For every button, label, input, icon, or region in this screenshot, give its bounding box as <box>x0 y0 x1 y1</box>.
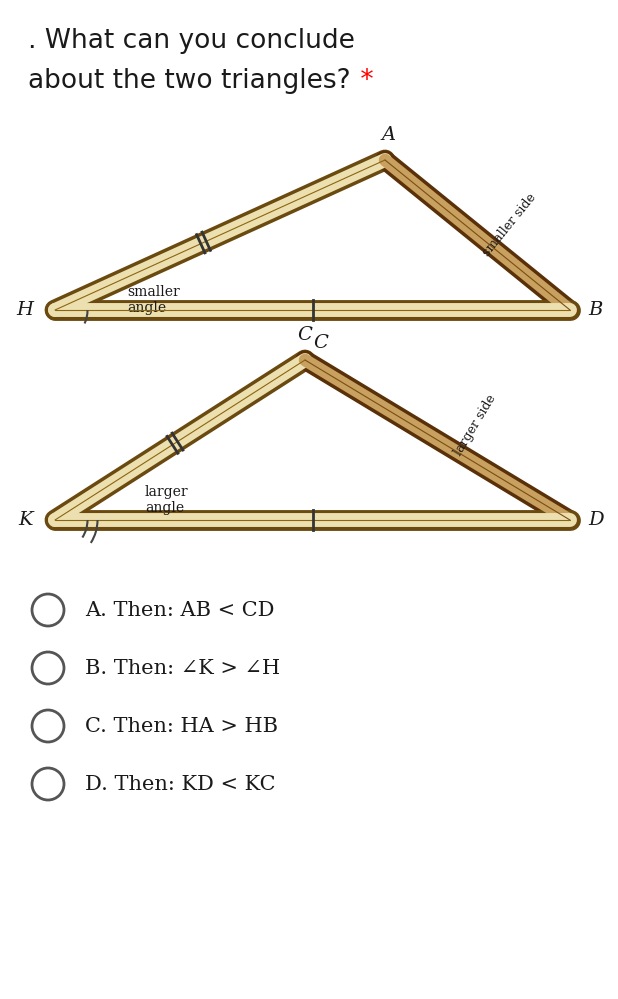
Text: D: D <box>588 511 604 529</box>
Text: C: C <box>297 326 313 344</box>
Text: C. Then: HA > HB: C. Then: HA > HB <box>85 716 278 735</box>
Text: B. Then: ∠K > ∠H: B. Then: ∠K > ∠H <box>85 658 280 677</box>
Text: *: * <box>352 68 374 94</box>
Text: A. Then: AB < CD: A. Then: AB < CD <box>85 600 274 619</box>
Text: larger
angle: larger angle <box>145 485 188 515</box>
Text: . What can you conclude: . What can you conclude <box>28 28 355 54</box>
Text: D. Then: KD < KC: D. Then: KD < KC <box>85 774 276 793</box>
Text: B: B <box>588 301 603 319</box>
Text: C: C <box>313 334 328 352</box>
Text: A: A <box>382 126 396 144</box>
Text: about the two triangles?: about the two triangles? <box>28 68 350 94</box>
Text: H: H <box>16 301 33 319</box>
Text: smaller side: smaller side <box>480 191 539 259</box>
Text: larger side: larger side <box>452 393 499 458</box>
Text: smaller
angle: smaller angle <box>127 285 180 315</box>
Text: K: K <box>19 511 33 529</box>
